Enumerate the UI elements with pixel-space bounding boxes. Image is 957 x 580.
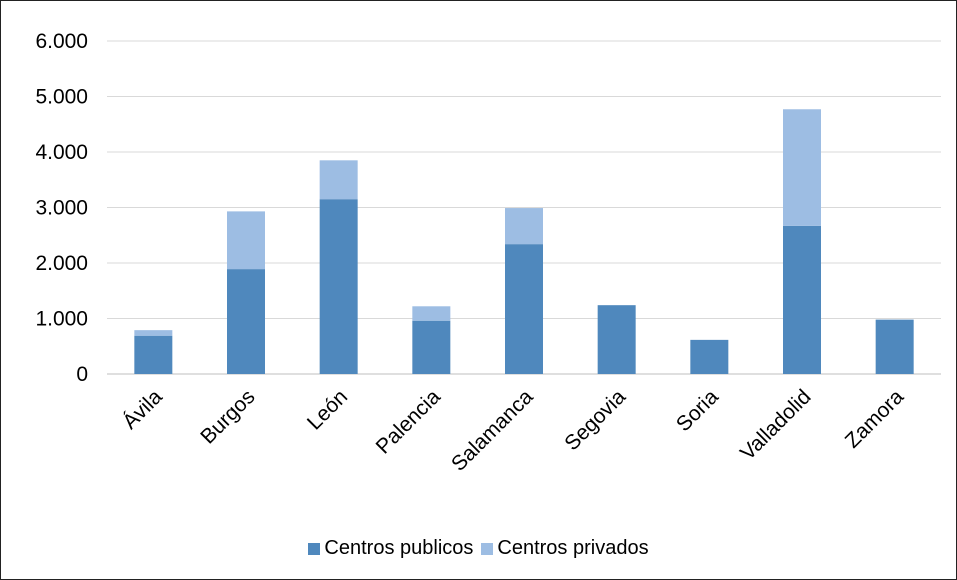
bar-public — [875, 319, 914, 374]
y-tick-label: 0 — [76, 363, 88, 386]
x-category-label: Ávila — [118, 385, 167, 434]
y-tick-label: 2.000 — [35, 252, 88, 275]
x-category-label: Valladolid — [736, 385, 816, 465]
y-tick-label: 4.000 — [35, 141, 88, 164]
legend-item-public: Centros publicos — [308, 537, 473, 560]
legend-swatch-public — [308, 542, 321, 555]
bar-private — [412, 306, 451, 321]
y-tick-label: 5.000 — [35, 86, 88, 109]
bar-private — [505, 208, 543, 245]
bar-public — [319, 199, 358, 374]
x-axis-category-labels: Ávila Burgos León Palencia Salamanca Segovia S… — [118, 385, 908, 476]
bar-private — [319, 160, 358, 200]
y-axis-tick-labels: 0 1.000 2.000 3.000 4.000 5.000 6.000 — [35, 30, 88, 386]
y-tick-label: 3.000 — [35, 197, 88, 220]
x-category-label: Segovia — [560, 385, 630, 455]
bar-public — [505, 244, 543, 374]
x-category-label: Palencia — [372, 385, 445, 458]
bar-private — [227, 211, 265, 270]
y-tick-label: 6.000 — [35, 30, 88, 53]
bar-public — [134, 335, 173, 374]
bar-public — [783, 225, 821, 374]
legend-label-public: Centros publicos — [324, 537, 474, 559]
bar-public — [690, 339, 729, 374]
y-tick-label: 1.000 — [35, 308, 88, 331]
x-category-label: Zamora — [841, 385, 909, 453]
bar-private — [783, 109, 821, 226]
stacked-bar-chart: 0 1.000 2.000 3.000 4.000 5.000 6.000 Ávila Bur… — [35, 30, 941, 476]
x-category-label: Soria — [672, 385, 723, 436]
x-category-label: Burgos — [196, 385, 259, 448]
legend-swatch-private — [481, 542, 494, 555]
bars — [134, 109, 914, 374]
legend: Centros publicos Centros privados — [0, 537, 957, 560]
bar-private — [134, 330, 173, 336]
bar-public — [412, 320, 451, 374]
legend-item-private: Centros privados — [481, 537, 649, 560]
bar-public — [597, 305, 636, 374]
x-category-label: León — [303, 385, 352, 434]
bar-public — [227, 269, 265, 374]
x-category-label: Salamanca — [447, 385, 538, 476]
legend-label-private: Centros privados — [497, 537, 649, 559]
